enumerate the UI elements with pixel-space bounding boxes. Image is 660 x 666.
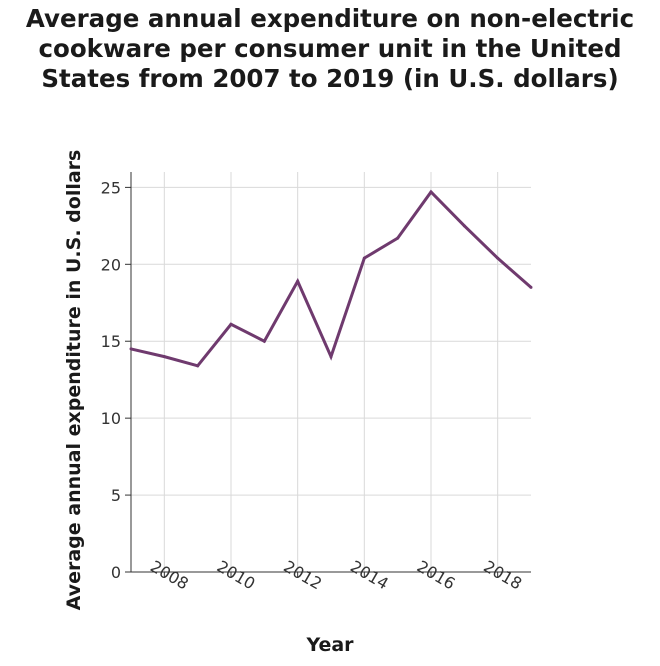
series-line-0 <box>130 189 532 368</box>
x-gridlines <box>163 172 499 572</box>
x-tick-label-2016: 2016 <box>414 557 459 594</box>
y-tick-label-25: 25 <box>101 178 121 197</box>
y-tick-label-0: 0 <box>111 563 121 582</box>
x-axis-label: Year <box>305 634 354 656</box>
data-point-2017 <box>462 224 466 228</box>
x-tick-label-2014: 2014 <box>347 557 392 594</box>
y-tick-label-5: 5 <box>111 486 121 505</box>
data-point-2014 <box>362 256 366 260</box>
data-point-2012 <box>296 279 300 283</box>
data-point-2013 <box>329 355 333 359</box>
data-point-2009 <box>196 364 200 368</box>
data-point-2007 <box>129 347 133 351</box>
chart-title-line-1: Average annual expenditure on non-electr… <box>25 4 635 33</box>
x-tick-label-2012: 2012 <box>280 557 325 594</box>
chart-title-line-2: cookware per consumer unit in the United <box>38 34 622 63</box>
y-axis-label: Average annual expenditure in U.S. dolla… <box>63 150 85 611</box>
data-point-2008 <box>162 355 166 359</box>
y-gridlines <box>131 186 531 573</box>
y-tick-label-20: 20 <box>101 255 121 274</box>
x-tick-label-2018: 2018 <box>480 557 525 594</box>
data-point-2011 <box>262 339 266 343</box>
data-point-2019 <box>529 285 533 289</box>
x-tick-label-2008: 2008 <box>147 557 192 594</box>
y-tick-label-10: 10 <box>101 409 121 428</box>
x-tick-label-2010: 2010 <box>214 557 259 594</box>
data-point-2016 <box>429 190 433 194</box>
y-ticks: 0 5 10 15 20 25 <box>101 178 131 582</box>
data-point-2018 <box>496 256 500 260</box>
data-point-2010 <box>229 322 233 326</box>
x-ticks: 2008 2010 2012 2014 2016 2018 <box>147 557 525 594</box>
data-point-2015 <box>396 236 400 240</box>
series-layer <box>129 189 533 368</box>
chart-title: Average annual expenditure on non-electr… <box>0 4 660 94</box>
y-tick-label-15: 15 <box>101 332 121 351</box>
chart-title-line-3: States from 2007 to 2019 (in U.S. dollar… <box>41 64 619 93</box>
